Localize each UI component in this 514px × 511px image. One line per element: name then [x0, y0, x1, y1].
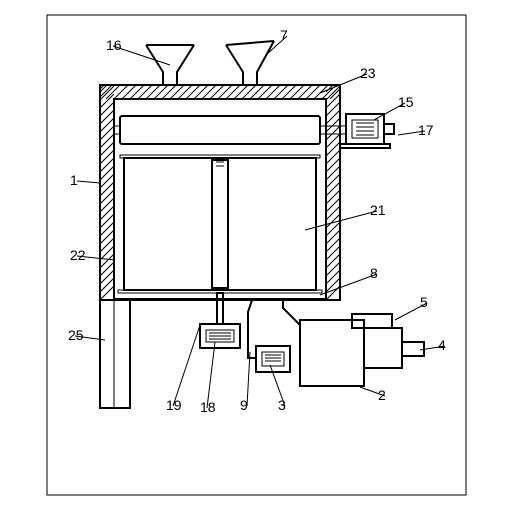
- label-18: 18: [200, 399, 216, 415]
- label-22: 22: [70, 247, 86, 263]
- bracket-17: [340, 144, 390, 148]
- label-5: 5: [420, 294, 428, 310]
- label-9: 9: [240, 397, 248, 413]
- part-5-side: [364, 328, 402, 368]
- shaft-4: [402, 342, 424, 356]
- label-16: 16: [106, 37, 122, 53]
- motor-18: [200, 324, 240, 348]
- body-inner: [114, 99, 326, 299]
- machine-body: [90, 78, 344, 300]
- box-3: [256, 346, 290, 372]
- pipe-9: [248, 300, 256, 358]
- hopper-right: [226, 41, 274, 85]
- body-outer: [100, 85, 340, 300]
- label-1: 1: [70, 172, 78, 188]
- column-22: [212, 160, 228, 288]
- diagram-canvas: 12345789151617181921222325: [0, 0, 514, 511]
- leg-25: [100, 300, 130, 408]
- assembly-2: [300, 314, 424, 386]
- label-3: 3: [278, 397, 286, 413]
- label-7: 7: [280, 27, 288, 43]
- label-17: 17: [418, 122, 434, 138]
- label-19: 19: [166, 397, 182, 413]
- label-2: 2: [378, 387, 386, 403]
- leader-19: [173, 325, 200, 406]
- label-8: 8: [370, 265, 378, 281]
- leader-8: [320, 274, 377, 295]
- motor-15: [346, 114, 394, 144]
- tank-21: [124, 158, 316, 290]
- label-25: 25: [68, 327, 84, 343]
- label-4: 4: [438, 337, 446, 353]
- pipe-8: [283, 300, 326, 325]
- leader-1: [77, 181, 100, 183]
- shaft-19: [217, 293, 223, 324]
- label-23: 23: [360, 65, 376, 81]
- roller-23: [120, 116, 320, 144]
- label-21: 21: [370, 202, 386, 218]
- wall-hatching: [90, 78, 344, 300]
- label-15: 15: [398, 94, 414, 110]
